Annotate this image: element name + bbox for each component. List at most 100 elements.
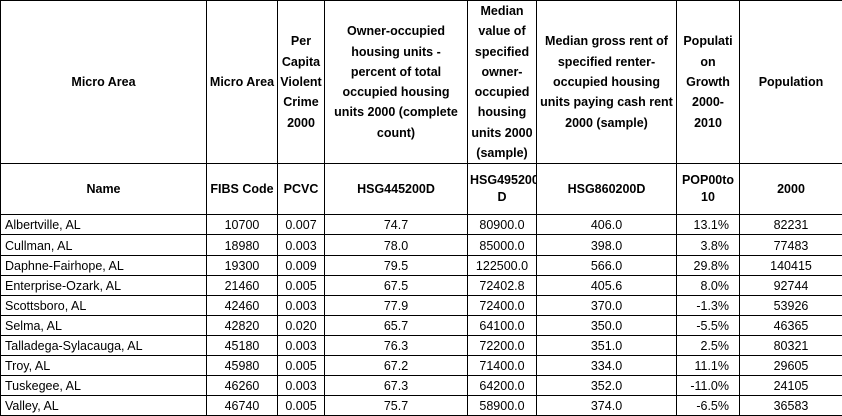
fibs-cell: 46260 [206,375,278,397]
name-cell: Valley, AL [0,395,207,416]
population-cell: 24105 [739,375,842,397]
code-cell-pop-growth: POP00to 10 [676,163,740,216]
name-cell: Albertville, AL [0,214,207,236]
pcvc-cell: 0.005 [277,395,325,416]
population-cell: 36583 [739,395,842,416]
pop-growth-cell: -1.3% [676,294,740,316]
name-cell: Daphne-Fairhope, AL [0,254,207,276]
owner-pct-cell: 75.7 [324,395,468,416]
table-row: Troy, AL 45980 0.005 67.2 71400.0 334.0 11.1% 2… [0,355,842,377]
fibs-cell: 42820 [206,314,278,336]
table-row: Daphne-Fairhope, AL 19300 0.009 79.5 122500.… [0,254,842,276]
fibs-cell: 45980 [206,355,278,377]
pop-growth-cell: -5.5% [676,314,740,336]
median-rent-cell: 566.0 [536,254,677,276]
pcvc-cell: 0.003 [277,334,325,357]
median-rent-cell: 405.6 [536,274,677,296]
name-cell: Troy, AL [0,355,207,377]
header-cell-population: Population [739,0,842,165]
median-rent-cell: 406.0 [536,214,677,236]
median-value-cell: 80900.0 [467,214,537,236]
owner-pct-cell: 79.5 [324,254,468,276]
table-row: Cullman, AL 18980 0.003 78.0 85000.0 398.0 3.8… [0,234,842,256]
pop-growth-cell: -11.0% [676,375,740,397]
header-cell-pop-growth: Populati on Growth 2000-2010 [676,0,740,165]
median-rent-cell: 374.0 [536,395,677,416]
population-cell: 82231 [739,214,842,236]
name-cell: Tuskegee, AL [0,375,207,397]
median-rent-cell: 334.0 [536,355,677,377]
population-cell: 46365 [739,314,842,336]
fibs-cell: 21460 [206,274,278,296]
median-value-cell: 58900.0 [467,395,537,416]
pcvc-cell: 0.007 [277,214,325,236]
fibs-cell: 19300 [206,254,278,276]
pop-growth-cell: 8.0% [676,274,740,296]
median-value-cell: 72402.8 [467,274,537,296]
median-value-cell: 64200.0 [467,375,537,397]
table-row: Valley, AL 46740 0.005 75.7 58900.0 374.0 -6.5… [0,395,842,416]
pcvc-cell: 0.020 [277,314,325,336]
owner-pct-cell: 65.7 [324,314,468,336]
population-cell: 53926 [739,294,842,316]
population-cell: 92744 [739,274,842,296]
header-cell-owner-occupied: Owner-occupied housing units - percent o… [324,0,468,165]
table-row: Tuskegee, AL 46260 0.003 67.3 64200.0 352.0 -1… [0,375,842,397]
pcvc-cell: 0.005 [277,274,325,296]
median-value-cell: 64100.0 [467,314,537,336]
header-cell-median-rent: Median gross rent of specified renter-oc… [536,0,677,165]
name-cell: Cullman, AL [0,234,207,256]
code-row: Name FIBS Code PCVC HSG445200D HSG495200… [0,163,842,216]
header-cell-micro-area-code: Micro Area [206,0,278,165]
median-value-cell: 122500.0 [467,254,537,276]
median-rent-cell: 351.0 [536,334,677,357]
owner-pct-cell: 67.5 [324,274,468,296]
population-cell: 140415 [739,254,842,276]
population-cell: 29605 [739,355,842,377]
owner-pct-cell: 74.7 [324,214,468,236]
table-row: Talladega-Sylacauga, AL 45180 0.003 76.3 722… [0,334,842,357]
fibs-cell: 18980 [206,234,278,256]
median-rent-cell: 370.0 [536,294,677,316]
pop-growth-cell: 29.8% [676,254,740,276]
code-cell-name: Name [0,163,207,216]
code-cell-hsg495: HSG495200 D [467,163,537,216]
pcvc-cell: 0.003 [277,234,325,256]
pop-growth-cell: -6.5% [676,395,740,416]
fibs-cell: 46740 [206,395,278,416]
table-row: Scottsboro, AL 42460 0.003 77.9 72400.0 370.0… [0,294,842,316]
code-cell-pcvc: PCVC [277,163,325,216]
code-cell-population: 2000 [739,163,842,216]
pcvc-cell: 0.009 [277,254,325,276]
median-value-cell: 72400.0 [467,294,537,316]
header-row: Micro Area Micro Area Per Capita Violent… [0,0,842,165]
pop-growth-cell: 3.8% [676,234,740,256]
median-rent-cell: 352.0 [536,375,677,397]
owner-pct-cell: 76.3 [324,334,468,357]
header-cell-violent-crime: Per Capita Violent Crime 2000 [277,0,325,165]
median-value-cell: 71400.0 [467,355,537,377]
fibs-cell: 42460 [206,294,278,316]
median-rent-cell: 350.0 [536,314,677,336]
table-row: Selma, AL 42820 0.020 65.7 64100.0 350.0 -5.5%… [0,314,842,336]
pcvc-cell: 0.003 [277,294,325,316]
population-cell: 77483 [739,234,842,256]
pcvc-cell: 0.005 [277,355,325,377]
owner-pct-cell: 78.0 [324,234,468,256]
name-cell: Talladega-Sylacauga, AL [0,334,207,357]
owner-pct-cell: 67.2 [324,355,468,377]
table-row: Albertville, AL 10700 0.007 74.7 80900.0 406.… [0,214,842,236]
code-cell-hsg860: HSG860200D [536,163,677,216]
header-cell-median-value: Median value of specified owner-occupied… [467,0,537,165]
table-row: Enterprise-Ozark, AL 21460 0.005 67.5 72402.… [0,274,842,296]
pop-growth-cell: 2.5% [676,334,740,357]
pop-growth-cell: 11.1% [676,355,740,377]
fibs-cell: 45180 [206,334,278,357]
owner-pct-cell: 77.9 [324,294,468,316]
fibs-cell: 10700 [206,214,278,236]
name-cell: Scottsboro, AL [0,294,207,316]
pcvc-cell: 0.003 [277,375,325,397]
pop-growth-cell: 13.1% [676,214,740,236]
header-cell-micro-area: Micro Area [0,0,207,165]
